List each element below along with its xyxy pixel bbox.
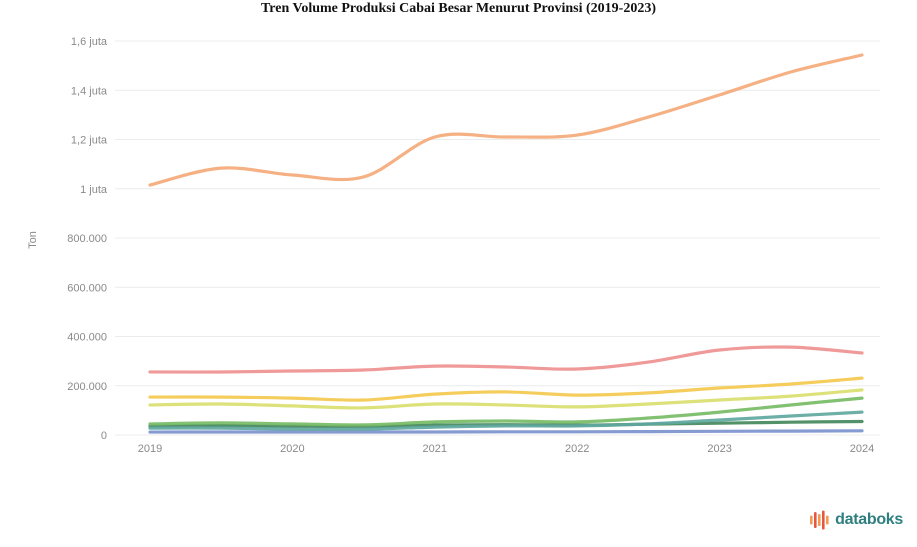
x-tick-label: 2020 <box>280 443 304 455</box>
y-tick-label: 200.000 <box>67 381 107 393</box>
databoks-logo-text: databoks <box>835 511 903 528</box>
y-tick-label: 800.000 <box>67 233 107 245</box>
line-series-gold <box>148 376 864 402</box>
logo-bar <box>822 510 825 530</box>
y-tick-label: 1,2 juta <box>71 135 108 147</box>
line-series-orange <box>148 53 864 187</box>
line-series-blue <box>148 429 864 434</box>
y-tick-label: 0 <box>101 430 107 442</box>
line-series-green <box>148 396 864 427</box>
databoks-bars-icon <box>810 510 829 530</box>
y-tick-label: 600.000 <box>67 282 107 294</box>
x-tick-label: 2024 <box>850 443 874 455</box>
logo-bar <box>826 515 829 525</box>
databoks-logo[interactable]: databoks <box>809 509 903 531</box>
y-axis-title: Ton <box>26 231 39 249</box>
y-tick-label: 1 juta <box>80 184 108 196</box>
x-tick-label: 2021 <box>423 443 447 455</box>
line-series-teal <box>148 410 864 431</box>
y-tick-label: 1,6 juta <box>71 36 108 48</box>
y-tick-label: 400.000 <box>67 332 107 344</box>
x-tick-label: 2019 <box>138 443 162 455</box>
logo-bar <box>818 514 821 526</box>
logo-bar <box>814 512 817 528</box>
line-series-salmon <box>148 345 864 374</box>
logo-bar <box>810 515 813 525</box>
y-tick-label: 1,4 juta <box>71 85 108 97</box>
line-chart: 0 200.000 400.000 600.000 800.000 1 juta 1,2 j… <box>67 36 880 455</box>
x-tick-label: 2023 <box>707 443 731 455</box>
chart-title: Tren Volume Produksi Cabai Besar Menurut… <box>260 1 656 16</box>
x-tick-label: 2022 <box>565 443 589 455</box>
line-series-lime <box>148 388 864 410</box>
